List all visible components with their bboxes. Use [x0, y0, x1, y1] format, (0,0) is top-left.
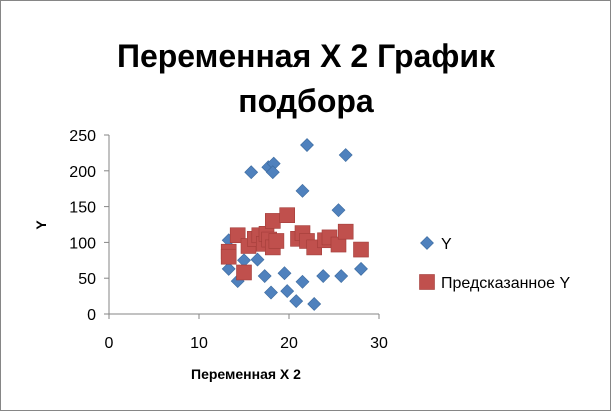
- legend-label-predicted-y: Предсказанное Y: [441, 275, 571, 292]
- plot-area: [220, 138, 369, 311]
- point-y: [354, 261, 368, 276]
- point-y: [295, 274, 310, 289]
- y-tick-labels: 0 50 100 150 200 250: [69, 128, 96, 324]
- point-y: [338, 148, 353, 162]
- legend-marker-predicted-y: [419, 274, 435, 290]
- point-y: [334, 269, 349, 283]
- y-tick-label: 100: [69, 235, 96, 252]
- point-y: [307, 297, 322, 311]
- point-y: [289, 294, 304, 309]
- point-y: [316, 269, 331, 283]
- x-tick-label: 30: [370, 335, 388, 352]
- point-predicted-y: [279, 207, 296, 223]
- x-tick-label: 20: [280, 335, 298, 352]
- point-predicted-y: [236, 264, 252, 281]
- point-predicted-y: [353, 241, 369, 258]
- y-tick-label: 150: [69, 200, 96, 217]
- y-tick-label: 250: [69, 128, 96, 145]
- point-predicted-y: [220, 248, 237, 265]
- point-y: [250, 252, 265, 267]
- point-y: [244, 165, 259, 180]
- point-y: [300, 138, 314, 152]
- axes: [104, 134, 380, 319]
- point-predicted-y: [337, 223, 354, 240]
- point-predicted-y: [264, 213, 281, 229]
- legend-label-y: Y: [441, 236, 452, 253]
- chart-title-line-2: подбора: [238, 83, 374, 119]
- x-tick-label: 0: [105, 335, 114, 352]
- point-y: [280, 284, 295, 299]
- y-tick-label: 0: [87, 307, 96, 324]
- point-y: [331, 203, 346, 218]
- x-tick-label: 10: [190, 335, 208, 352]
- y-axis-title: Y: [33, 220, 49, 230]
- x-axis-title: Переменная X 2: [191, 366, 301, 382]
- legend-marker-y: [420, 236, 434, 250]
- point-y: [257, 269, 272, 283]
- point-y: [277, 266, 292, 281]
- point-predicted-y: [268, 233, 285, 249]
- point-y: [221, 261, 236, 276]
- chart-title-line-1: Переменная X 2 График: [117, 38, 496, 74]
- series-predicted-y: [220, 207, 369, 281]
- y-tick-label: 200: [69, 164, 96, 181]
- legend: Y Предсказанное Y: [419, 236, 571, 292]
- y-tick-label: 50: [78, 271, 96, 288]
- series-y: [221, 138, 368, 311]
- point-y: [264, 285, 278, 300]
- point-y: [295, 183, 310, 198]
- point-y: [265, 165, 280, 180]
- x-tick-labels: 0 10 20 30: [105, 335, 388, 352]
